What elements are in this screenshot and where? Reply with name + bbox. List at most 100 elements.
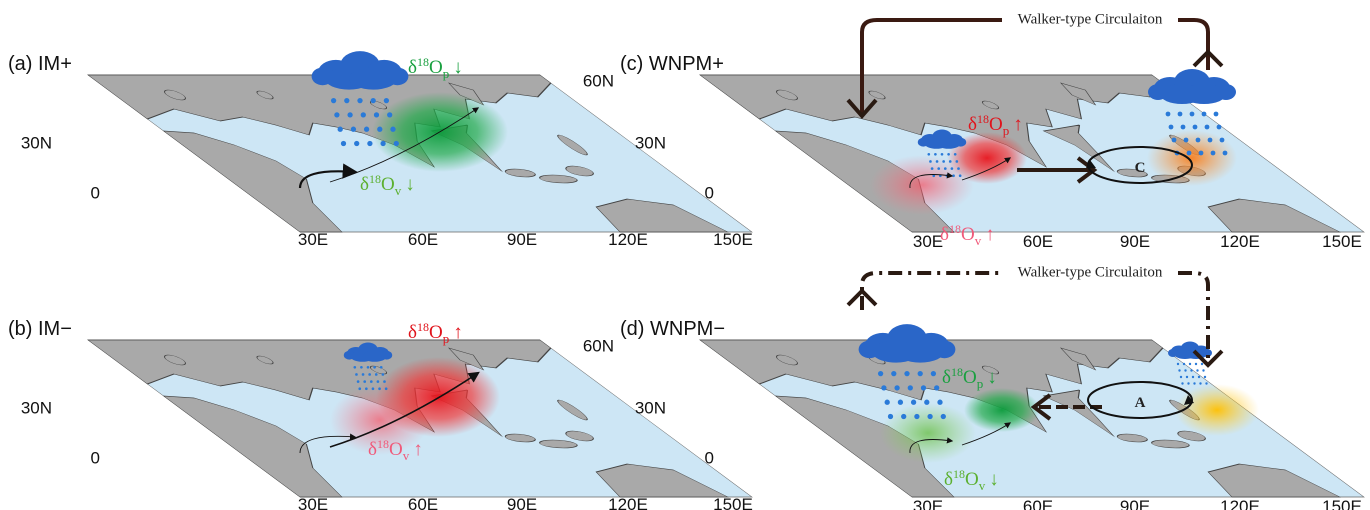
arrow: ↓ bbox=[989, 469, 999, 490]
arrow: ↓ bbox=[987, 367, 997, 388]
isotope-label: δ18Ov↓ bbox=[944, 467, 999, 493]
rain-drop bbox=[1184, 369, 1186, 371]
rain-drop bbox=[1178, 112, 1183, 117]
rain-drop bbox=[338, 127, 343, 132]
arrow: ↑ bbox=[1013, 114, 1023, 135]
rain-drop bbox=[365, 387, 368, 390]
lon-label: 60E bbox=[1023, 232, 1053, 251]
rain-drop bbox=[1223, 151, 1228, 156]
arrow: ↑ bbox=[453, 322, 463, 343]
rain-drop bbox=[1214, 112, 1219, 117]
rain-drop bbox=[1196, 138, 1201, 143]
rain-drop bbox=[380, 141, 385, 146]
rain-drop bbox=[387, 112, 392, 117]
circulation-label: Walker-type Circulaiton bbox=[1018, 264, 1163, 280]
lat-label: 30N bbox=[21, 398, 52, 417]
panel-label: (d) WNPM− bbox=[620, 318, 725, 340]
delta: δ bbox=[360, 174, 369, 195]
rain-drop bbox=[924, 400, 929, 405]
rain-drop bbox=[1205, 125, 1210, 130]
cloud-puff bbox=[933, 341, 955, 359]
rain-drop bbox=[891, 371, 896, 376]
lon-label: 150E bbox=[713, 495, 753, 510]
rain-drop bbox=[1178, 369, 1180, 371]
rain-drop bbox=[357, 98, 362, 103]
lon-label: 30E bbox=[913, 232, 943, 251]
walker-branch-left bbox=[862, 273, 1002, 310]
lon-label: 90E bbox=[507, 230, 537, 249]
page: {"panels": [ {"label": "(a) IM+", "lat_l… bbox=[0, 0, 1370, 510]
lon-label: 120E bbox=[1220, 497, 1260, 510]
base: O bbox=[965, 469, 979, 490]
rain-drop bbox=[901, 414, 906, 419]
base: O bbox=[989, 114, 1003, 135]
circulation-label: Walker-type Circulaiton bbox=[1018, 11, 1163, 27]
rain-drop bbox=[375, 373, 378, 376]
lon-label: 30E bbox=[298, 230, 328, 249]
rain-drop bbox=[341, 141, 346, 146]
subscript: p bbox=[1003, 123, 1010, 138]
rain-drop bbox=[959, 174, 962, 177]
arrow: ↓ bbox=[405, 174, 415, 195]
rain-drop bbox=[898, 400, 903, 405]
rain-drop bbox=[353, 366, 356, 369]
rain-drop bbox=[885, 400, 890, 405]
isotope-label: δ18Op↑ bbox=[408, 320, 463, 346]
rain-drop bbox=[927, 414, 932, 419]
rain-drop bbox=[952, 174, 955, 177]
delta: δ bbox=[408, 57, 417, 78]
cloud-puff bbox=[344, 351, 355, 360]
rain-drop bbox=[1202, 112, 1207, 117]
lat-label: 60N bbox=[583, 336, 614, 355]
lon-label: 150E bbox=[1322, 497, 1362, 510]
subscript: p bbox=[443, 331, 450, 346]
lon-label: 120E bbox=[608, 495, 648, 510]
rain-drop bbox=[1177, 363, 1179, 365]
delta: δ bbox=[368, 439, 377, 460]
delta: δ bbox=[968, 114, 977, 135]
lon-label: 30E bbox=[298, 495, 328, 510]
arrow: ↑ bbox=[985, 224, 995, 245]
walker-branch-right bbox=[1178, 20, 1208, 70]
rain-drop bbox=[1180, 376, 1182, 378]
subscript: v bbox=[395, 183, 402, 198]
rain-drop bbox=[1211, 151, 1216, 156]
rain-drop bbox=[351, 127, 356, 132]
isotope-label: δ18Ov↑ bbox=[940, 222, 995, 248]
rain-drop bbox=[344, 98, 349, 103]
rain-drop bbox=[931, 167, 934, 170]
delta: δ bbox=[940, 224, 949, 245]
rain-drop bbox=[382, 373, 385, 376]
rain-drop bbox=[949, 160, 952, 163]
rain-drop bbox=[937, 167, 940, 170]
lon-label: 30E bbox=[913, 497, 943, 510]
lon-label: 60E bbox=[1023, 497, 1053, 510]
rain-drop bbox=[941, 414, 946, 419]
rain-drop bbox=[385, 387, 388, 390]
map bbox=[700, 75, 1364, 232]
isotope-label: δ18Op↓ bbox=[942, 365, 997, 391]
lon-label: 120E bbox=[1220, 232, 1260, 251]
lat-label: 30N bbox=[635, 133, 666, 152]
lat-label: 0 bbox=[91, 448, 100, 467]
rain-drop bbox=[377, 127, 382, 132]
base: O bbox=[389, 439, 403, 460]
rain-drop bbox=[1186, 376, 1188, 378]
rain-drop bbox=[1169, 125, 1174, 130]
rain-drop bbox=[1193, 382, 1195, 384]
panel-label: (b) IM− bbox=[8, 318, 72, 340]
rain-drop bbox=[918, 371, 923, 376]
cloud-puff bbox=[955, 138, 966, 147]
rain-drop bbox=[944, 167, 947, 170]
lon-label: 60E bbox=[408, 495, 438, 510]
cloud-puff bbox=[381, 351, 392, 360]
cloud-puff bbox=[859, 341, 881, 359]
lon-label: 60E bbox=[408, 230, 438, 249]
rain-drop bbox=[374, 112, 379, 117]
rain-drop bbox=[956, 160, 959, 163]
rain-drop bbox=[363, 380, 366, 383]
rain-drop bbox=[947, 153, 950, 156]
rain-drop bbox=[1220, 138, 1225, 143]
rain-drop bbox=[1166, 112, 1171, 117]
isotope-label: δ18Ov↓ bbox=[360, 172, 415, 198]
